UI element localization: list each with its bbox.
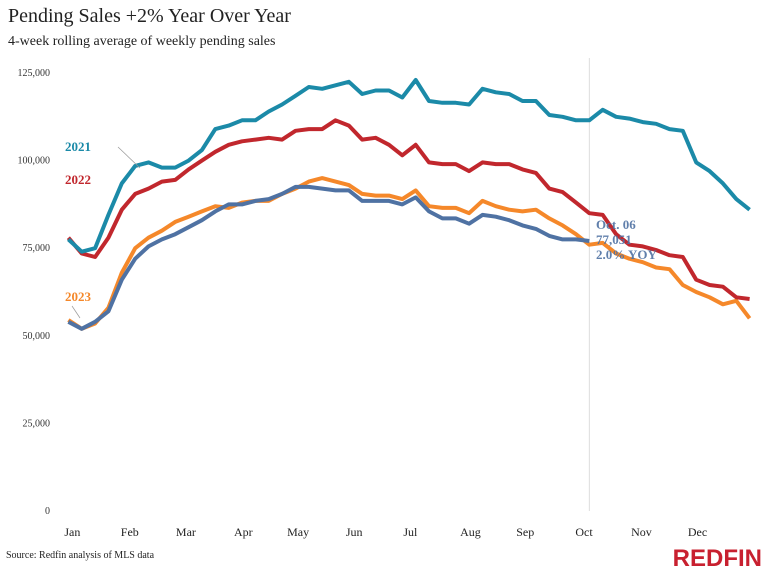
series-label: 2023	[65, 289, 92, 304]
y-tick-label: 125,000	[18, 68, 51, 79]
x-tick-label: Mar	[176, 525, 196, 539]
x-tick-label: Dec	[688, 525, 707, 539]
x-tick-label: Nov	[631, 525, 652, 539]
series-label: 2022	[65, 172, 91, 187]
y-tick-label: 25,000	[23, 418, 51, 429]
x-tick-label: Sep	[516, 525, 534, 539]
x-tick-label: Jun	[346, 525, 363, 539]
y-tick-label: 50,000	[23, 331, 51, 342]
y-tick-label: 100,000	[18, 156, 51, 167]
series-line	[67, 176, 752, 331]
y-tick-label: 75,000	[23, 243, 51, 254]
source: Source: Redfin analysis of MLS data	[6, 550, 155, 561]
x-tick-label: Aug	[460, 525, 481, 539]
x-tick-label: Feb	[121, 525, 139, 539]
x-tick-label: Apr	[234, 525, 253, 539]
x-tick-label: Jan	[64, 525, 80, 539]
series-label: 2021	[65, 139, 91, 154]
x-tick-label: May	[287, 525, 309, 539]
x-tick-label: Oct	[575, 525, 593, 539]
chart-subtitle: 4-week rolling average of weekly pending…	[8, 34, 275, 49]
annotation: Oct. 06	[596, 217, 636, 232]
series-line	[66, 118, 750, 301]
annotation: 2.0% YOY	[596, 247, 658, 262]
x-tick-label: Jul	[403, 525, 418, 539]
y-tick-label: 0	[45, 506, 50, 517]
annotation: 77,051	[596, 232, 632, 247]
series-line	[67, 184, 590, 331]
chart-title: Pending Sales +2% Year Over Year	[8, 5, 291, 27]
brand-logo: REDFIN	[673, 545, 762, 572]
series-line	[67, 78, 751, 254]
leader-line	[117, 146, 141, 169]
leader-line	[71, 305, 81, 319]
